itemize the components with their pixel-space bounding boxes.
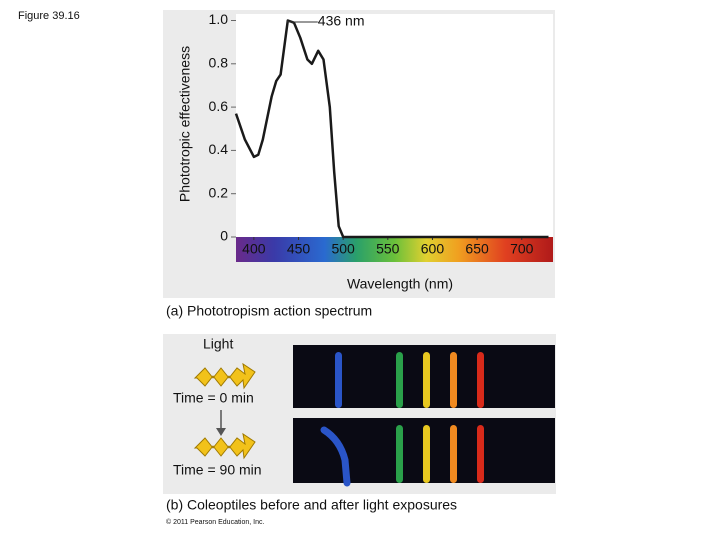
plot-area — [236, 14, 553, 237]
y-tick-label: 0.2 — [209, 184, 229, 200]
y-axis-label: Phototropic effectiveness — [177, 46, 193, 202]
y-tick-label: 0.6 — [209, 98, 229, 114]
x-tick-label: 500 — [331, 241, 355, 257]
copyright: © 2011 Pearson Education, Inc. — [166, 518, 264, 526]
y-tick-label: 1.0 — [209, 11, 229, 27]
light-label: Light — [203, 336, 233, 352]
annotation-leader — [287, 20, 318, 23]
y-tick-label: 0.4 — [209, 141, 229, 157]
time-before-label: Time = 0 min — [173, 390, 254, 406]
x-tick-label: 600 — [421, 241, 445, 257]
time-arrow-head — [216, 428, 226, 436]
figure-label: Figure 39.16 — [18, 10, 80, 22]
x-axis-label: Wavelength (nm) — [347, 276, 453, 292]
light-arrow — [193, 362, 256, 390]
x-tick-label: 400 — [242, 241, 266, 257]
x-tick-label: 450 — [287, 241, 311, 257]
y-tick-label: 0 — [220, 228, 228, 244]
time-after-label: Time = 90 min — [173, 462, 262, 478]
x-tick-label: 700 — [510, 241, 534, 257]
x-tick-label: 550 — [376, 241, 400, 257]
caption-b: (b) Coleoptiles before and after light e… — [166, 497, 457, 513]
spectrum-bar — [236, 237, 553, 262]
annotation: 436 nm — [318, 13, 365, 29]
chart-a: 0 0.2 0.4 0.6 0.8 1.0 400 450 500 550 600 650 700 436… — [209, 11, 549, 257]
line — [234, 19, 549, 239]
coleoptiles-after — [320, 425, 484, 487]
light-arrow — [193, 432, 256, 460]
coleoptiles-before — [335, 352, 484, 408]
x-tick-label: 650 — [465, 241, 489, 257]
y-tick-label: 0.8 — [209, 54, 229, 70]
caption-a: (a) Phototropism action spectrum — [166, 303, 372, 319]
